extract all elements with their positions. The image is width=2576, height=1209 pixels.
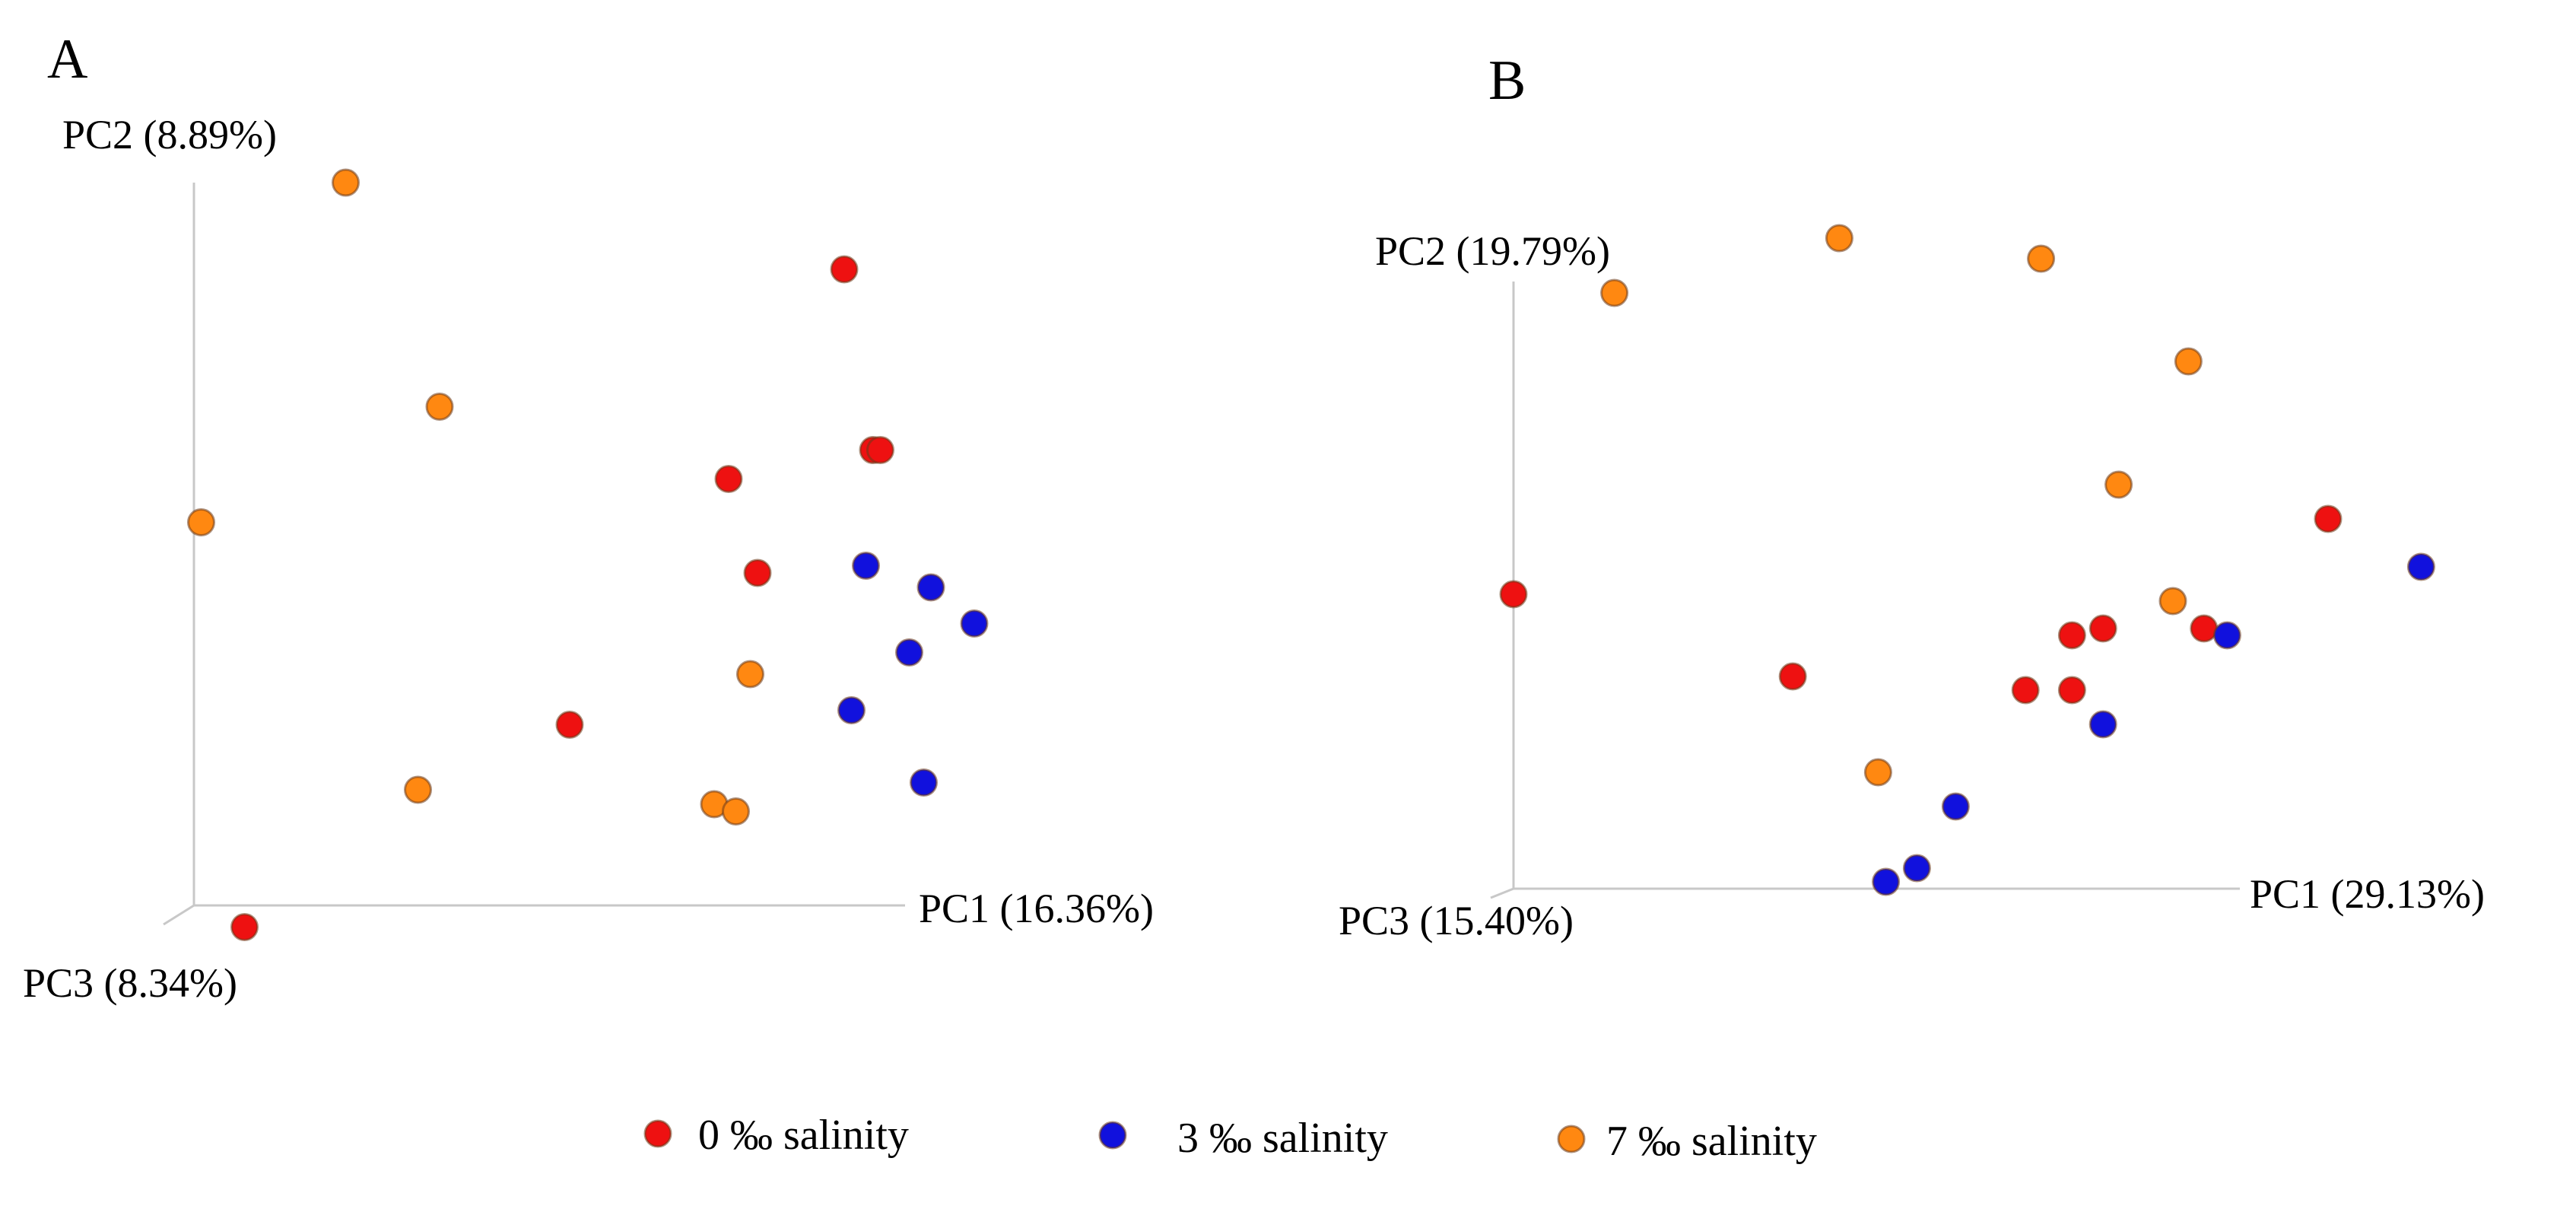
panel-a-pc1-label: PC1 (16.36%) (919, 886, 1154, 931)
point-b-s2-3 (2174, 347, 2203, 376)
point-a-s0-5 (555, 711, 584, 739)
legend-marker-1 (1098, 1121, 1127, 1150)
point-a-s2-0 (332, 168, 360, 197)
point-a-s2-6 (722, 797, 750, 826)
point-b-s0-6 (2314, 504, 2343, 533)
point-a-s1-4 (837, 696, 866, 724)
panel-a-label: A (47, 28, 87, 91)
point-a-s1-2 (960, 609, 989, 638)
point-b-s2-4 (2104, 470, 2133, 499)
point-a-s2-2 (187, 508, 215, 536)
point-a-s2-3 (736, 660, 764, 689)
legend-label-0: 0 ‰ salinity (698, 1112, 909, 1159)
legend-marker-0 (643, 1119, 672, 1148)
point-a-s1-1 (916, 573, 945, 602)
point-b-s0-7 (2190, 614, 2219, 643)
point-a-s1-0 (852, 552, 880, 580)
legend-label-2: 7 ‰ salinity (1606, 1118, 1817, 1165)
point-a-s0-2 (866, 436, 894, 464)
panel-a-points (187, 168, 989, 941)
point-b-s0-3 (2057, 621, 2086, 650)
panel-b-pc1-label: PC1 (29.13%) (2250, 871, 2485, 917)
legend: 0 ‰ salinity 3 ‰ salinity 7 ‰ salinity (643, 1112, 1817, 1165)
panel-b-pc2-label: PC2 (19.79%) (1375, 228, 1610, 274)
point-a-s0-0 (830, 255, 859, 284)
panel-b-pc3-axis (1490, 887, 1514, 899)
point-b-s1-1 (2212, 621, 2241, 650)
panel-b: B PC1 (29.13%) PC2 (19.79%) PC3 (15.40%) (1339, 49, 2485, 943)
point-b-s1-5 (1872, 867, 1901, 896)
point-a-s1-5 (910, 768, 938, 797)
panel-a-pc3-axis (163, 904, 195, 926)
point-b-s2-0 (1600, 278, 1629, 307)
panel-b-label: B (1488, 49, 1526, 112)
point-b-s1-0 (2406, 552, 2435, 581)
legend-marker-2 (1557, 1125, 1586, 1153)
point-b-s0-5 (2057, 676, 2086, 705)
panel-a: A PC1 (16.36%) PC2 (8.89%) PC3 (8.34%) (23, 28, 1154, 1006)
point-b-s2-1 (1825, 224, 1853, 253)
point-a-s1-3 (895, 638, 923, 667)
point-b-s1-2 (2088, 710, 2117, 739)
panel-a-pc2-label: PC2 (8.89%) (62, 112, 277, 157)
legend-label-1: 3 ‰ salinity (1177, 1115, 1388, 1162)
point-b-s2-5 (2158, 587, 2187, 616)
point-b-s1-3 (1941, 792, 1970, 821)
point-b-s0-0 (1499, 580, 1528, 609)
point-b-s2-6 (1863, 758, 1892, 787)
point-b-s1-4 (1902, 854, 1931, 883)
point-a-s2-1 (425, 393, 454, 421)
point-a-s2-4 (404, 775, 432, 804)
point-b-s0-1 (1778, 662, 1807, 691)
point-b-s0-2 (2011, 676, 2040, 705)
point-b-s0-4 (2088, 614, 2117, 643)
panel-b-pc3-label: PC3 (15.40%) (1339, 898, 1574, 943)
point-a-s0-3 (714, 465, 743, 493)
point-b-s2-2 (2027, 244, 2056, 273)
panel-b-points (1499, 224, 2435, 896)
point-a-s0-6 (230, 913, 259, 941)
panel-a-pc3-label: PC3 (8.34%) (23, 960, 237, 1006)
point-a-s0-4 (743, 558, 772, 587)
